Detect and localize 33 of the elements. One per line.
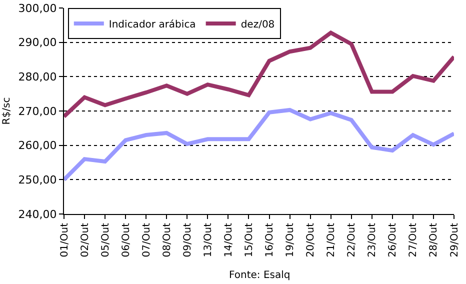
x-tick-label: 06/Out	[120, 222, 132, 258]
y-tick-label: 300,00	[18, 2, 57, 15]
x-tick-label: 01/Out	[59, 222, 70, 258]
x-tick-label: 16/Out	[264, 222, 276, 258]
y-tick-label: 250,00	[18, 174, 57, 187]
x-tick-label: 26/Out	[388, 222, 399, 258]
x-tick-label: 27/Out	[408, 222, 420, 258]
legend-label: dez/08	[240, 19, 275, 30]
x-tick-label: 13/Out	[202, 222, 214, 258]
x-tick-label: 29/Out	[449, 222, 460, 258]
x-tick-label: 05/Out	[100, 222, 112, 258]
x-tick-label: 07/Out	[141, 222, 152, 258]
line-series	[64, 108, 454, 182]
x-tick-label: 28/Out	[428, 222, 440, 258]
x-tick-label: 15/Out	[244, 222, 255, 258]
x-tick-label: 14/Out	[223, 222, 234, 258]
x-tick-label: 02/Out	[80, 222, 91, 258]
legend-label: Indicador arábica	[108, 19, 196, 30]
line-series	[64, 30, 454, 118]
y-tick-label: 240,00	[18, 208, 57, 221]
y-axis-title: R$/sc	[1, 97, 12, 125]
x-tick-label: 20/Out	[306, 222, 317, 258]
x-tick-label: 19/Out	[285, 222, 296, 258]
x-tick-label: 23/Out	[367, 222, 378, 258]
y-tick-label: 290,00	[18, 36, 57, 50]
y-tick-label: 270,00	[18, 104, 57, 118]
y-tick-label: 280,00	[18, 70, 57, 84]
source-note: Fonte: Esalq	[229, 270, 290, 281]
x-tick-label: 21/Out	[326, 222, 338, 258]
x-tick-label: 22/Out	[346, 222, 358, 258]
y-tick-label: 260,00	[18, 139, 57, 152]
x-tick-label: 09/Out	[182, 222, 194, 258]
x-tick-label: 08/Out	[162, 222, 173, 258]
